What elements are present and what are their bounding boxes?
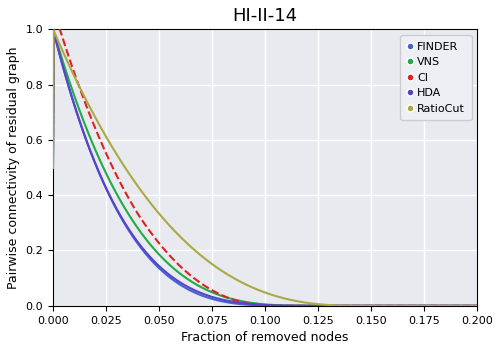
Line: CI: CI (53, 29, 477, 306)
RatioCut (384, 304, 390, 308)
RatioCut (462, 304, 468, 308)
HDA (384, 304, 390, 308)
CI (474, 304, 480, 308)
VNS (72, 95, 78, 99)
RatioCut (245, 284, 251, 288)
HDA (462, 304, 468, 308)
FINDER (462, 304, 468, 308)
RatioCut (256, 288, 262, 292)
CI (256, 303, 262, 307)
RatioCut (474, 304, 480, 308)
FINDER (474, 304, 480, 308)
HDA (50, 29, 56, 33)
Line: RatioCut: RatioCut (53, 31, 477, 306)
VNS (462, 304, 468, 308)
FINDER (50, 29, 56, 33)
RatioCut (50, 28, 56, 33)
HDA (462, 304, 468, 308)
Title: HI-II-14: HI-II-14 (232, 7, 298, 25)
VNS (462, 304, 468, 308)
FINDER (462, 304, 468, 308)
HDA (256, 303, 262, 307)
VNS (316, 304, 322, 308)
CI (50, 27, 56, 31)
FINDER (72, 104, 78, 108)
FINDER (245, 303, 251, 307)
CI (462, 304, 468, 308)
RatioCut (50, 166, 56, 170)
VNS (50, 29, 56, 33)
Line: HDA: HDA (53, 31, 477, 306)
RatioCut (72, 75, 78, 79)
HDA (326, 304, 332, 308)
RatioCut (358, 304, 364, 308)
CI (462, 304, 468, 308)
Legend: FINDER, VNS, CI, HDA, RatioCut: FINDER, VNS, CI, HDA, RatioCut (400, 35, 471, 120)
FINDER (294, 304, 300, 308)
HDA (72, 105, 78, 109)
Line: FINDER: FINDER (53, 31, 477, 306)
VNS (256, 302, 262, 306)
HDA (474, 304, 480, 308)
CI (384, 304, 390, 308)
HDA (245, 302, 251, 306)
CI (274, 304, 280, 308)
X-axis label: Fraction of removed nodes: Fraction of removed nodes (182, 331, 349, 344)
HDA (50, 166, 56, 170)
VNS (245, 300, 251, 304)
Y-axis label: Pairwise connectivity of residual graph: Pairwise connectivity of residual graph (7, 46, 20, 289)
Line: VNS: VNS (53, 31, 477, 306)
FINDER (50, 166, 56, 170)
FINDER (384, 304, 390, 308)
VNS (50, 166, 56, 170)
RatioCut (462, 304, 468, 308)
CI (72, 72, 78, 77)
CI (245, 302, 251, 306)
VNS (474, 304, 480, 308)
VNS (384, 304, 390, 308)
FINDER (256, 303, 262, 307)
CI (50, 155, 56, 159)
